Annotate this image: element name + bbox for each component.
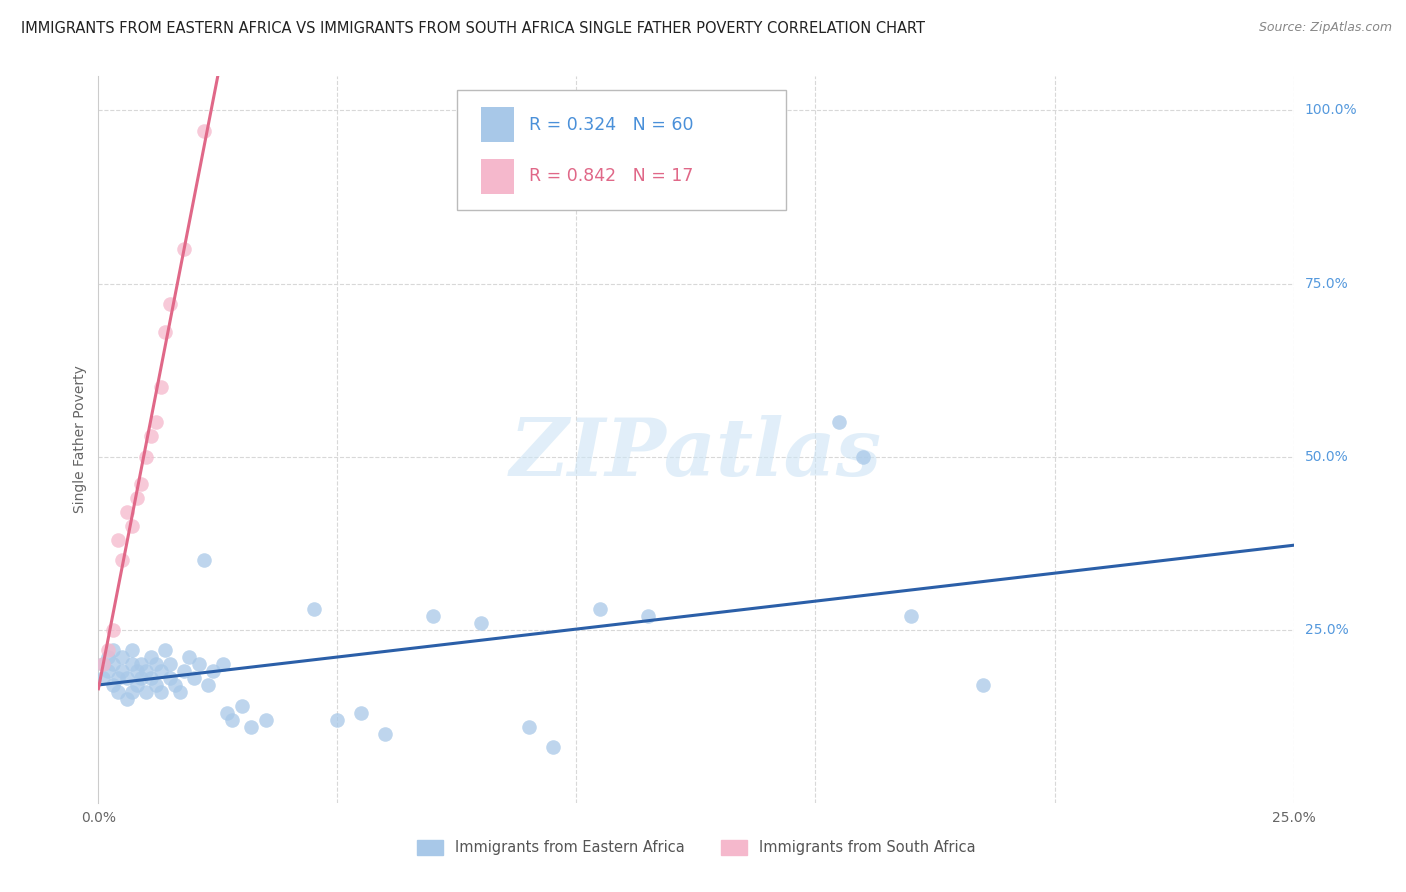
Point [131, 671, 153, 685]
Point [193, 553, 215, 567]
Text: Source: ZipAtlas.com: Source: ZipAtlas.com [1258, 21, 1392, 34]
Point [163, 678, 186, 692]
Point [107, 671, 129, 685]
Point [101, 678, 124, 692]
Point [145, 678, 167, 692]
Point [115, 692, 138, 706]
Point [125, 665, 148, 679]
Point [149, 685, 172, 699]
Point [589, 602, 612, 616]
Point [254, 713, 277, 727]
Point [179, 650, 201, 665]
Point [211, 657, 233, 672]
Point [155, 325, 177, 339]
Point [91, 657, 114, 672]
Point [139, 650, 162, 665]
Legend: Immigrants from Eastern Africa, Immigrants from South Africa: Immigrants from Eastern Africa, Immigran… [411, 834, 981, 861]
FancyBboxPatch shape [481, 107, 515, 142]
Point [121, 643, 143, 657]
Point [374, 726, 396, 740]
Point [107, 533, 129, 547]
Point [173, 242, 195, 256]
Point [217, 706, 239, 720]
Point [326, 713, 349, 727]
Point [221, 713, 243, 727]
Point [135, 685, 157, 699]
Point [470, 615, 492, 630]
FancyBboxPatch shape [457, 90, 786, 211]
Point [240, 720, 263, 734]
Point [145, 657, 167, 672]
Point [159, 671, 181, 685]
Point [97, 665, 120, 679]
Y-axis label: Single Father Poverty: Single Father Poverty [73, 366, 87, 513]
Point [159, 657, 181, 672]
Point [111, 553, 134, 567]
Text: ZIPatlas: ZIPatlas [510, 415, 882, 492]
Point [121, 657, 143, 672]
Point [125, 491, 148, 505]
Text: 75.0%: 75.0% [1305, 277, 1348, 291]
Point [183, 671, 205, 685]
Point [101, 623, 124, 637]
Point [972, 678, 994, 692]
Point [111, 665, 134, 679]
Point [202, 665, 225, 679]
Point [101, 657, 124, 672]
Point [155, 643, 177, 657]
Point [145, 415, 167, 429]
Point [91, 671, 114, 685]
Point [173, 665, 195, 679]
Point [139, 429, 162, 443]
Point [97, 643, 120, 657]
Point [517, 720, 540, 734]
Point [115, 505, 138, 519]
Point [125, 678, 148, 692]
Point [149, 380, 172, 394]
Point [197, 678, 219, 692]
Point [541, 740, 564, 755]
Point [350, 706, 373, 720]
Point [637, 608, 659, 623]
Point [828, 415, 851, 429]
Point [111, 650, 134, 665]
Point [231, 698, 253, 713]
Text: 25.0%: 25.0% [1305, 623, 1348, 637]
Point [900, 608, 922, 623]
Point [852, 450, 875, 464]
Text: R = 0.324   N = 60: R = 0.324 N = 60 [529, 116, 693, 134]
Point [187, 657, 209, 672]
Point [193, 124, 215, 138]
Point [131, 657, 153, 672]
Text: IMMIGRANTS FROM EASTERN AFRICA VS IMMIGRANTS FROM SOUTH AFRICA SINGLE FATHER POV: IMMIGRANTS FROM EASTERN AFRICA VS IMMIGR… [21, 21, 925, 36]
Point [422, 608, 444, 623]
Point [302, 602, 325, 616]
Text: 100.0%: 100.0% [1305, 103, 1357, 118]
Point [139, 671, 162, 685]
Point [107, 685, 129, 699]
Point [121, 519, 143, 533]
Point [101, 643, 124, 657]
Point [97, 650, 120, 665]
Text: 50.0%: 50.0% [1305, 450, 1348, 464]
FancyBboxPatch shape [481, 159, 515, 194]
Point [159, 297, 181, 311]
Point [131, 477, 153, 491]
Point [91, 657, 114, 672]
Point [149, 665, 172, 679]
Point [135, 450, 157, 464]
Point [121, 685, 143, 699]
Point [169, 685, 191, 699]
Text: R = 0.842   N = 17: R = 0.842 N = 17 [529, 167, 693, 186]
Point [115, 671, 138, 685]
Point [135, 665, 157, 679]
